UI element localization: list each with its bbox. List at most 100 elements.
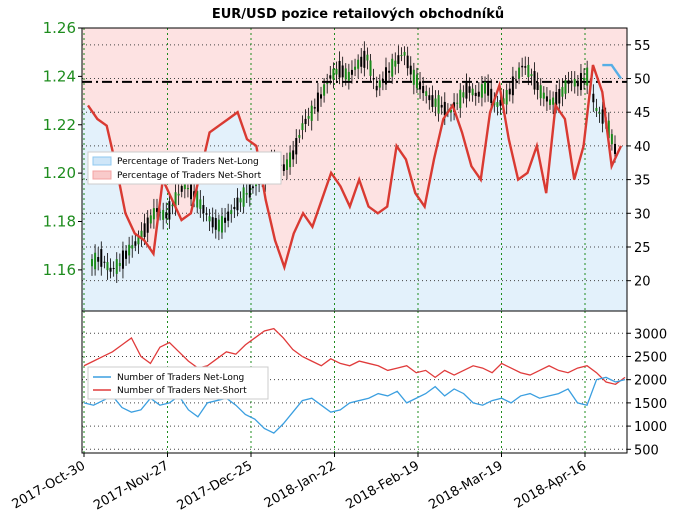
candle-body xyxy=(100,249,103,267)
candle-body xyxy=(316,92,319,112)
candle-body xyxy=(564,80,567,94)
candle-body xyxy=(190,182,193,200)
candle-body xyxy=(137,235,140,245)
candle-body xyxy=(199,199,202,209)
net-long-pct-line xyxy=(602,63,622,80)
candle-body xyxy=(211,217,214,228)
candle-body xyxy=(341,65,344,78)
right-tick-label: 20 xyxy=(634,275,651,290)
candle-body xyxy=(245,192,248,195)
candle-body xyxy=(152,208,155,220)
candle-body xyxy=(301,123,304,131)
candle-body xyxy=(422,86,425,94)
candle-body xyxy=(196,191,199,208)
candle-body xyxy=(542,92,545,99)
candle-body xyxy=(579,73,582,91)
candle-body xyxy=(400,55,403,57)
candle-body xyxy=(304,118,307,125)
candle-body xyxy=(230,210,233,215)
candle-body xyxy=(115,259,118,274)
candle-body xyxy=(419,81,422,90)
candle-body xyxy=(326,83,329,85)
candle-body xyxy=(527,64,530,78)
candle-body xyxy=(214,217,217,230)
candle-body xyxy=(434,98,437,107)
candle-body xyxy=(344,68,347,80)
candle-body xyxy=(227,211,230,221)
candle-body xyxy=(118,263,121,267)
candle-body xyxy=(403,51,406,56)
candle-body xyxy=(614,143,616,154)
right-tick-label: 25 xyxy=(634,241,651,256)
candle-body xyxy=(357,59,360,69)
candle-body xyxy=(511,76,514,96)
bottom-panel-frame xyxy=(81,310,628,454)
candle-body xyxy=(236,197,239,211)
bottom-right-tick-label: 1500 xyxy=(634,397,667,412)
top-panel: 1.16 1.18 1.20 1.22 1.24 1.26 20 25 30 35 40 45 50 5… xyxy=(43,19,651,312)
x-tick-label: 2018-Jan-22 xyxy=(262,458,339,511)
candle-body xyxy=(524,66,527,68)
candle-body xyxy=(570,80,573,84)
candle-body xyxy=(94,252,97,270)
net-short-pct-line xyxy=(87,64,623,272)
candle-body xyxy=(375,85,378,91)
candle-body xyxy=(567,80,570,84)
candle-body xyxy=(384,67,387,85)
candle-body xyxy=(202,205,205,214)
legend-label-net-short-pct: Percentage of Traders Net-Short xyxy=(117,171,262,181)
candle-body xyxy=(121,250,124,269)
candle-body xyxy=(338,60,341,78)
candle-body xyxy=(477,91,480,97)
candle-body xyxy=(480,84,483,98)
candle-body xyxy=(539,85,542,99)
candle-body xyxy=(282,164,285,171)
bottom-right-tick-label: 1000 xyxy=(634,420,667,435)
candle-body xyxy=(397,55,400,64)
candle-body xyxy=(183,183,186,190)
candle-body xyxy=(220,216,223,233)
candle-body xyxy=(186,187,189,190)
candle-body xyxy=(332,68,335,80)
candle-body xyxy=(363,50,366,68)
candle-body xyxy=(128,244,131,256)
candle-body xyxy=(456,102,459,104)
candle-body xyxy=(242,187,245,207)
top-legend-box xyxy=(87,151,282,185)
candle-body xyxy=(552,97,555,105)
candle-body xyxy=(239,198,242,203)
candle-body xyxy=(391,58,394,77)
candle-body xyxy=(354,66,357,70)
candle-body xyxy=(310,105,313,121)
candle-body xyxy=(140,230,143,240)
candle-body xyxy=(217,219,220,232)
bottom-panel: 500 1000 1500 2000 2500 3000 Number of Trader… xyxy=(81,310,667,458)
candle-body xyxy=(329,75,332,79)
candle-body xyxy=(610,134,613,145)
candle-body xyxy=(431,95,434,107)
candle-body xyxy=(177,193,180,196)
candle-body xyxy=(487,83,490,96)
x-tick-label: 2017-Oct-30 xyxy=(10,458,88,512)
candle-body xyxy=(558,88,561,104)
candle-body xyxy=(307,116,310,119)
candle-body xyxy=(443,101,446,116)
candle-body xyxy=(409,65,412,75)
candle-body xyxy=(224,217,227,223)
candle-body xyxy=(106,262,109,271)
candle-body xyxy=(109,267,112,272)
candle-body xyxy=(174,192,177,209)
x-tick-label: 2018-Apr-16 xyxy=(512,458,589,511)
candle-body xyxy=(518,67,521,79)
candle-body xyxy=(514,79,517,81)
candle-body xyxy=(112,268,115,270)
candle-body xyxy=(502,98,505,105)
candle-body xyxy=(601,109,604,124)
candle-body xyxy=(165,212,168,219)
candle-body xyxy=(146,217,149,233)
candle-body xyxy=(425,91,428,97)
candle-body xyxy=(545,96,548,102)
candle-body xyxy=(465,82,468,99)
candle-body xyxy=(471,88,474,96)
